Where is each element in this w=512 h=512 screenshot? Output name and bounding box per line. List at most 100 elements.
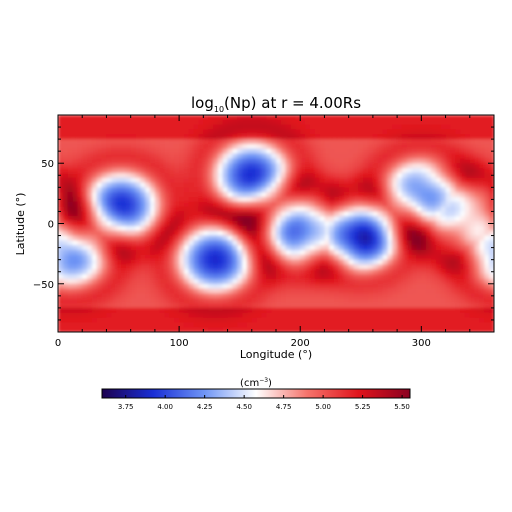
heatmap-cell: [329, 245, 335, 251]
heatmap-cell: [145, 298, 151, 304]
heatmap-cell: [77, 192, 83, 198]
heatmap-cell: [445, 278, 451, 285]
heatmap-cell: [406, 124, 413, 131]
heatmap-cell: [145, 134, 151, 140]
heatmap-cell: [96, 264, 103, 270]
heatmap-cell: [474, 312, 481, 319]
heatmap-cell: [72, 250, 78, 256]
heatmap-cell: [392, 216, 398, 222]
heatmap-cell: [266, 221, 272, 227]
heatmap-cell: [62, 230, 69, 237]
heatmap-cell: [242, 182, 248, 188]
heatmap-cell: [276, 322, 282, 328]
heatmap-cell: [372, 230, 379, 237]
heatmap-cell: [145, 264, 151, 270]
heatmap-cell: [183, 206, 190, 213]
heatmap-cell: [164, 196, 171, 203]
heatmap-cell: [363, 278, 369, 285]
heatmap-cell: [169, 172, 175, 179]
heatmap-cell: [251, 163, 258, 169]
heatmap-cell: [183, 245, 190, 251]
heatmap-cell: [469, 187, 476, 193]
heatmap-cell: [120, 119, 127, 126]
heatmap-cell: [276, 235, 282, 241]
heatmap-cell: [251, 211, 258, 217]
heatmap-cell: [203, 115, 209, 121]
heatmap-cell: [227, 250, 233, 256]
heatmap-cell: [246, 254, 253, 261]
heatmap-cell: [67, 134, 74, 140]
heatmap-cell: [387, 278, 393, 285]
heatmap-cell: [343, 148, 350, 155]
heatmap-cell: [188, 177, 195, 184]
heatmap-cell: [154, 201, 161, 208]
heatmap-cell: [295, 269, 301, 275]
heatmap-cell: [435, 293, 442, 299]
heatmap-cell: [164, 303, 171, 309]
heatmap-cell: [329, 312, 335, 319]
heatmap-cell: [285, 230, 292, 237]
heatmap-cell: [348, 264, 355, 270]
heatmap-cell: [460, 327, 466, 332]
heatmap-cell: [460, 177, 466, 184]
heatmap-cell: [305, 307, 311, 314]
heatmap-cell: [130, 327, 137, 332]
heatmap-cell: [58, 187, 64, 193]
heatmap-cell: [179, 225, 185, 232]
heatmap-cell: [96, 245, 103, 251]
heatmap-cell: [300, 153, 306, 159]
heatmap-cell: [58, 250, 64, 256]
heatmap-cell: [392, 288, 398, 295]
heatmap-cell: [217, 158, 224, 164]
heatmap-cell: [188, 298, 195, 304]
heatmap-cell: [125, 139, 132, 145]
heatmap-cell: [106, 177, 112, 184]
heatmap-cell: [266, 158, 272, 164]
heatmap-cell: [246, 134, 253, 140]
heatmap-cell: [382, 211, 389, 217]
heatmap-cell: [431, 312, 437, 319]
heatmap-cell: [256, 298, 263, 304]
heatmap-cell: [246, 298, 253, 304]
heatmap-cell: [213, 163, 219, 169]
heatmap-cell: [440, 317, 447, 323]
heatmap-cell: [450, 225, 456, 232]
heatmap-cell: [198, 307, 204, 314]
heatmap-cell: [382, 303, 389, 309]
heatmap-cell: [198, 143, 204, 150]
heatmap-cell: [489, 230, 494, 237]
heatmap-cell: [159, 250, 166, 256]
heatmap-cell: [251, 322, 258, 328]
heatmap-cell: [179, 235, 185, 241]
heatmap-cell: [62, 303, 69, 309]
heatmap-cell: [130, 274, 137, 280]
heatmap-cell: [329, 269, 335, 275]
heatmap-cell: [150, 230, 156, 237]
heatmap-cell: [382, 264, 389, 270]
heatmap-cell: [348, 317, 355, 323]
heatmap-cell: [276, 187, 282, 193]
heatmap-cell: [319, 143, 326, 150]
heatmap-cell: [479, 115, 485, 121]
heatmap-cell: [358, 235, 364, 241]
heatmap-cell: [72, 182, 78, 188]
heatmap-cell: [450, 298, 456, 304]
heatmap-cell: [222, 322, 229, 328]
heatmap-cell: [489, 168, 494, 174]
heatmap-cell: [280, 201, 287, 208]
heatmap-cell: [343, 119, 350, 126]
heatmap-cell: [242, 168, 248, 174]
heatmap-cell: [125, 230, 132, 237]
heatmap-cell: [183, 264, 190, 270]
heatmap-cell: [411, 307, 418, 314]
heatmap-cell: [368, 148, 374, 155]
heatmap-cell: [91, 148, 98, 155]
heatmap-cell: [232, 264, 238, 270]
heatmap-cell: [91, 211, 98, 217]
heatmap-cell: [145, 139, 151, 145]
heatmap-cell: [159, 163, 166, 169]
heatmap-cell: [91, 322, 98, 328]
heatmap-cell: [416, 221, 422, 227]
heatmap-cell: [363, 196, 369, 203]
heatmap-cell: [237, 221, 243, 227]
